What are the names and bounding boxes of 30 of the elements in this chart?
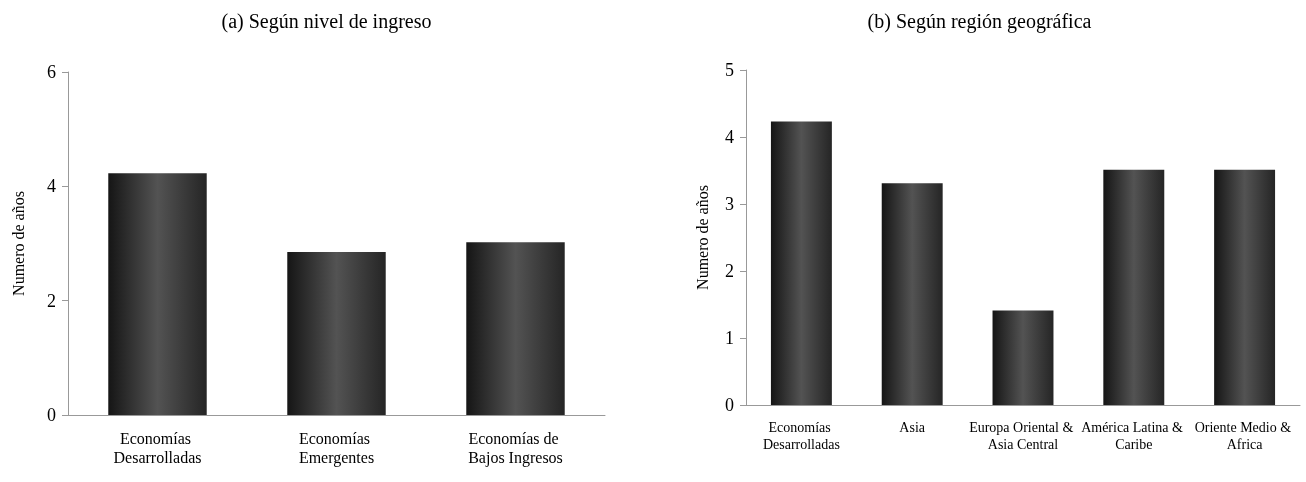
bar	[770, 121, 832, 405]
y-tick-label: 4	[47, 176, 56, 197]
bar	[992, 310, 1054, 405]
y-axis-title: Numero de años	[693, 185, 711, 290]
bar	[881, 183, 943, 405]
y-tick-label: 0	[47, 405, 56, 425]
y-tick-label: 4	[725, 127, 734, 147]
y-tick-label: 5	[725, 60, 734, 80]
bar	[466, 242, 565, 415]
x-tick-label: Economías Emergentes	[298, 430, 375, 467]
x-tick-label: Oriente Medio & Africa	[1194, 420, 1295, 452]
x-tick-label: Asia	[899, 420, 926, 435]
bar	[108, 173, 207, 415]
y-tick-label: 0	[725, 395, 734, 415]
x-tick-label: América Latina & Caribe	[1081, 420, 1187, 452]
y-tick-label: 1	[725, 328, 734, 348]
bar	[1103, 169, 1165, 405]
y-axis-title: Numero de años	[9, 191, 27, 296]
bar	[1214, 169, 1276, 405]
chart-title: (b) Según región geográfica	[867, 10, 1092, 33]
bar	[287, 252, 386, 415]
x-tick-label: Economías de Bajos Ingresos	[468, 430, 563, 467]
y-tick-label: 3	[725, 194, 734, 214]
x-tick-label: Europa Oriental & Asia Central	[969, 420, 1077, 452]
y-tick-label: 2	[47, 290, 56, 311]
y-tick-label: 6	[47, 62, 56, 82]
chart-title: (a) Según nivel de ingreso	[221, 10, 432, 33]
x-tick-label: Economías Desarrolladas	[113, 430, 202, 466]
y-tick-label: 2	[725, 261, 734, 281]
x-tick-label: Economías Desarrolladas	[762, 420, 840, 452]
